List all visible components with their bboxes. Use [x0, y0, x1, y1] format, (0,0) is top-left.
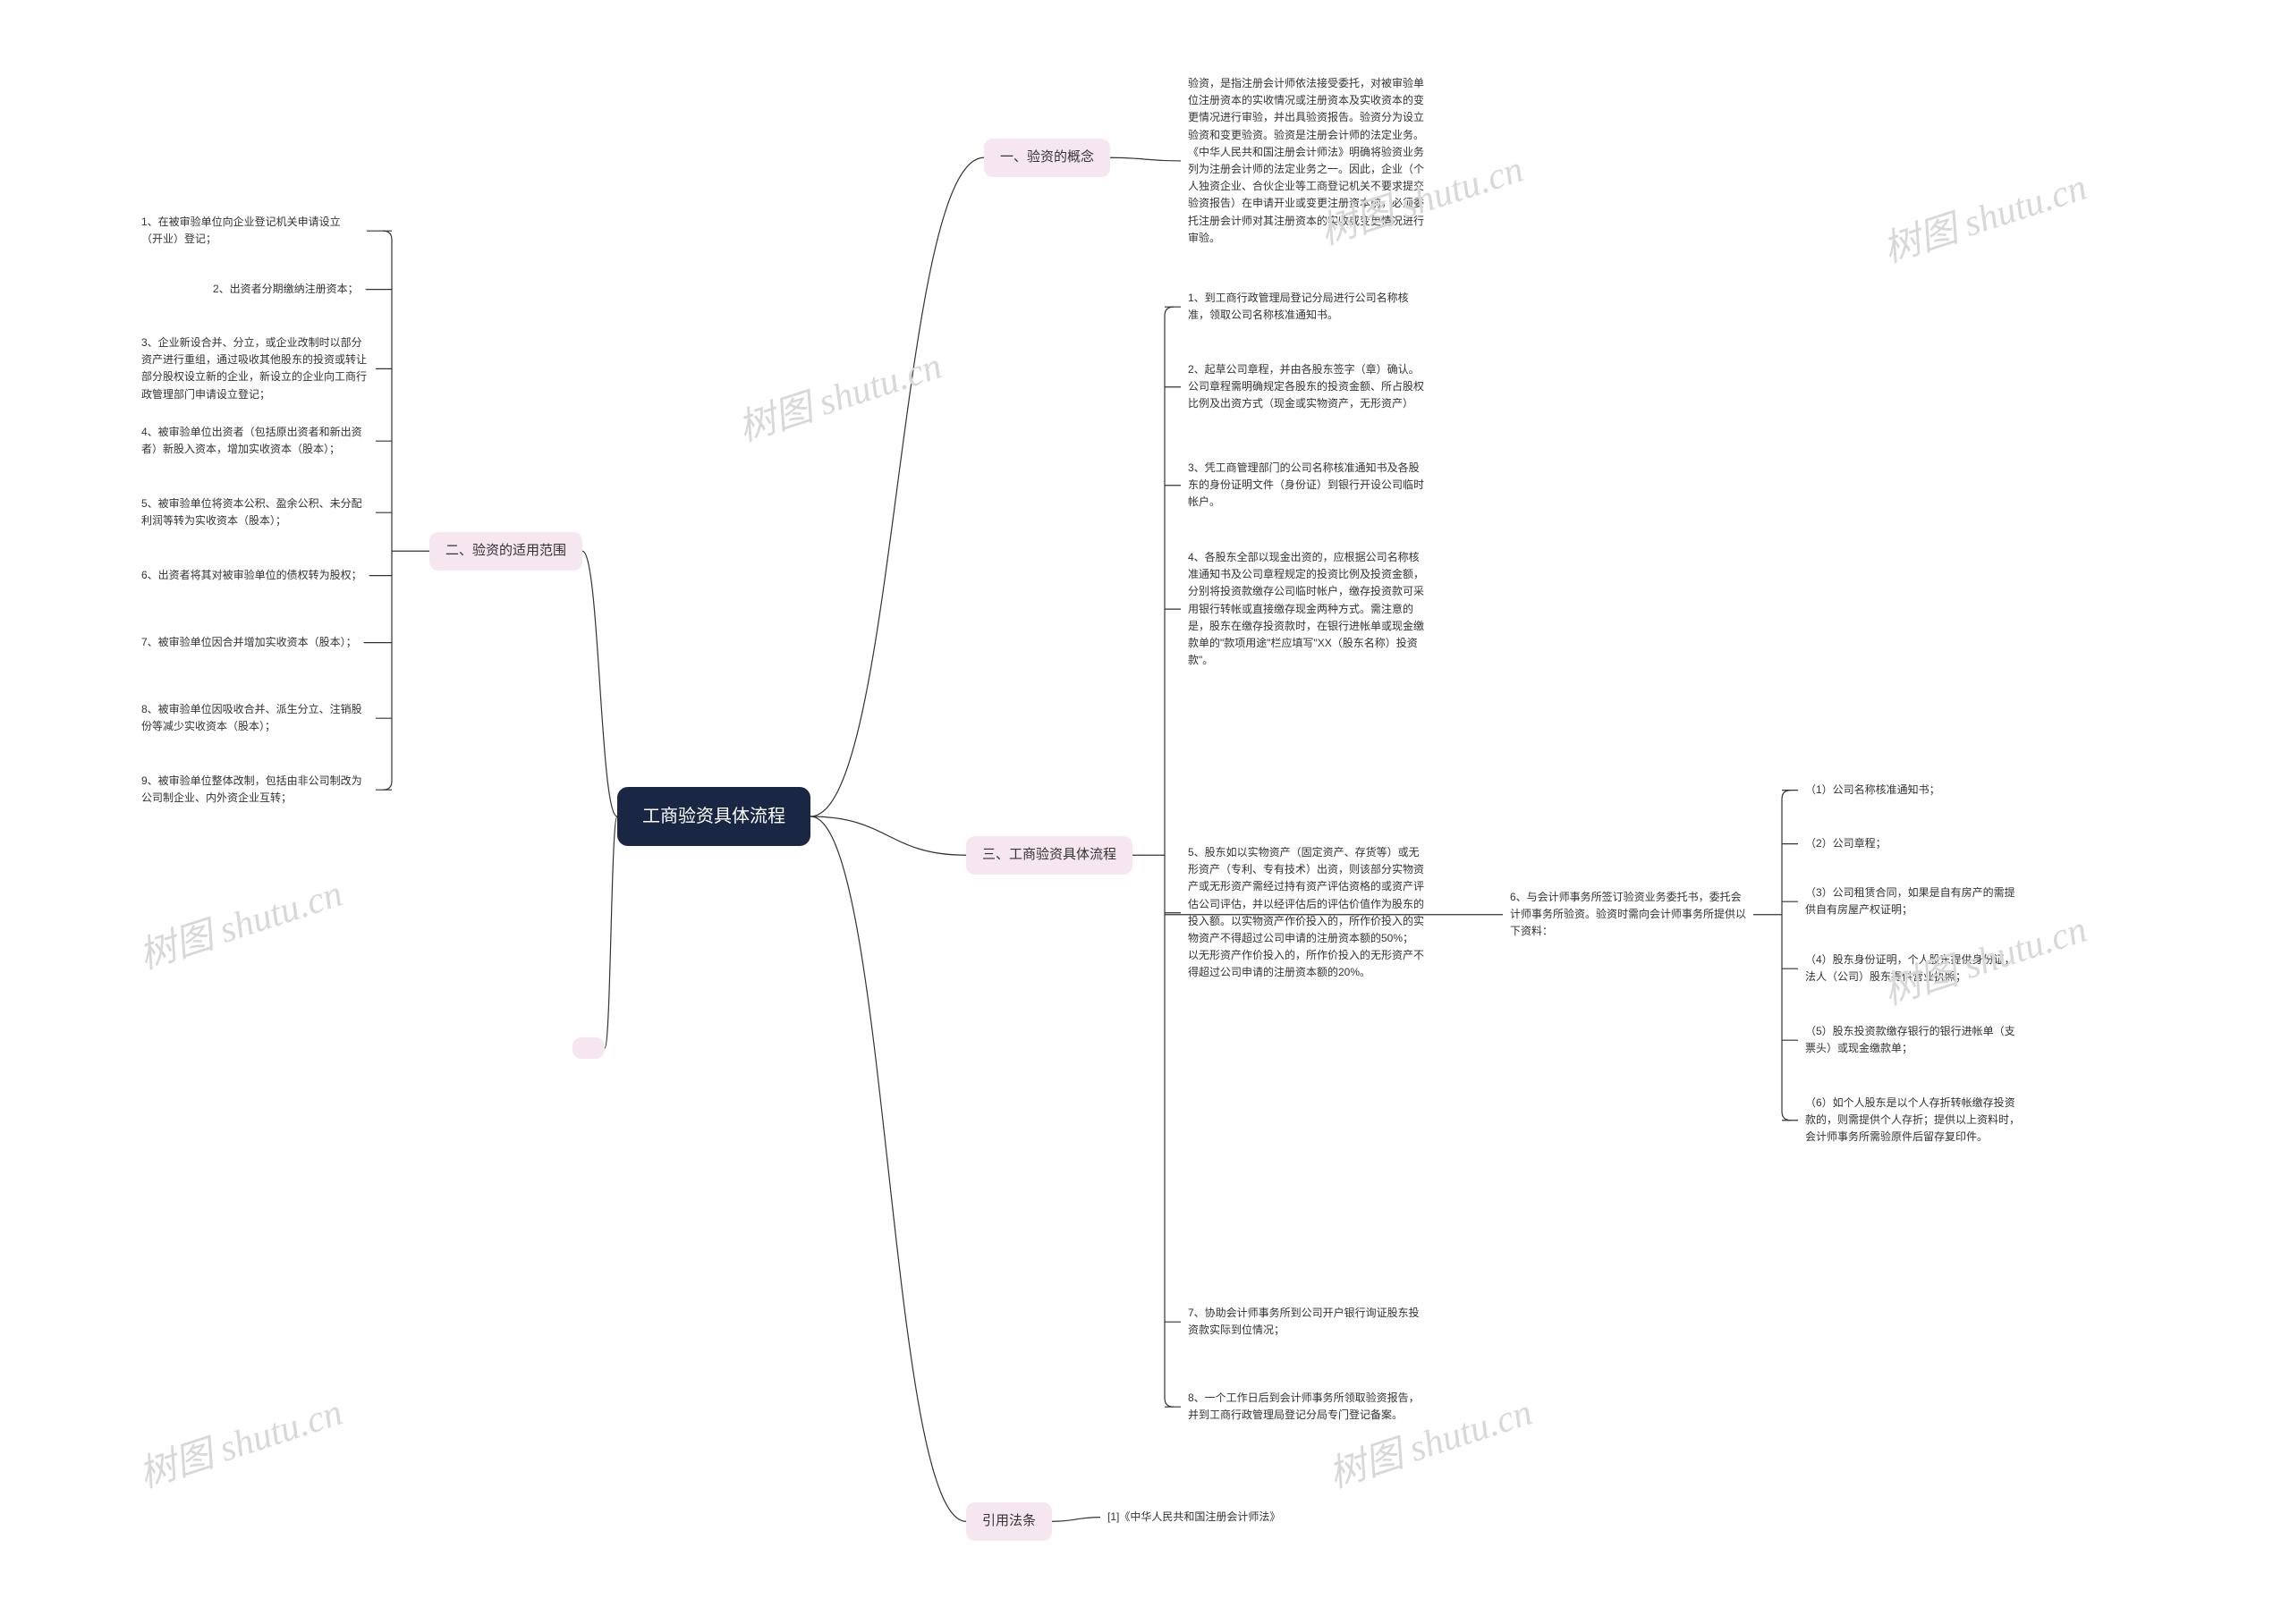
b3-child-leaf: （5）股东投资款缴存银行的银行进帐单（支票头）或现金缴款单； [1798, 1019, 2031, 1061]
branch-process[interactable]: 三、工商验资具体流程 [966, 836, 1132, 875]
b3-leaf: 7、协助会计师事务所到公司开户银行询证股东投资款实际到位情况； [1181, 1301, 1431, 1342]
b3-leaf: 2、起草公司章程，并由各股东签字（章）确认。公司章程需明确规定各股东的投资金额、… [1181, 358, 1431, 417]
branch-empty[interactable] [572, 1037, 605, 1059]
branch-law[interactable]: 引用法条 [966, 1502, 1052, 1541]
b3-leaf: 5、股东如以实物资产（固定资产、存货等）或无形资产（专利、专有技术）出资，则该部… [1181, 841, 1431, 985]
b3-child-leaf: （1）公司名称核准通知书； [1798, 778, 1947, 802]
b3-child-leaf: （4）股东身份证明，个人股东提供身份证，法人（公司）股东提供营业执照； [1798, 948, 2031, 989]
branch-concept[interactable]: 一、验资的概念 [984, 139, 1110, 177]
b3-leaf: 8、一个工作日后到会计师事务所领取验资报告，并到工商行政管理局登记分局专门登记备… [1181, 1386, 1431, 1427]
root-node[interactable]: 工商验资具体流程 [617, 787, 810, 846]
branch-scope[interactable]: 二、验资的适用范围 [429, 532, 582, 571]
watermark: 树图 shutu.cn [730, 335, 947, 453]
b2-leaf: 3、企业新设合并、分立，或企业改制时以部分资产进行重组，通过吸收其他股东的投资或… [134, 331, 376, 407]
watermark: 树图 shutu.cn [131, 1382, 348, 1499]
b2-leaf: 4、被审验单位出资者（包括原出资者和新出资者）新股入资本，增加实收资本（股本）； [134, 420, 376, 461]
b2-leaf: 9、被审验单位整体改制，包括由非公司制改为公司制企业、内外资企业互转； [134, 769, 376, 810]
b2-leaf: 5、被审验单位将资本公积、盈余公积、未分配利润等转为实收资本（股本）； [134, 492, 376, 533]
b2-leaf: 1、在被审验单位向企业登记机关申请设立（开业）登记； [134, 210, 367, 251]
b3-leaf: 6、与会计师事务所签订验资业务委托书，委托会计师事务所验资。验资时需向会计师事务… [1503, 885, 1753, 944]
b3-leaf: 1、到工商行政管理局登记分局进行公司名称核准，领取公司名称核准通知书。 [1181, 286, 1431, 327]
b3-child-leaf: （3）公司租赁合同，如果是自有房产的需提供自有房屋产权证明； [1798, 881, 2031, 922]
b2-leaf: 8、被审验单位因吸收合并、派生分立、注销股份等减少实收资本（股本）； [134, 698, 376, 739]
watermark: 树图 shutu.cn [1875, 156, 2092, 274]
b4-leaf: [1]《中华人民共和国注册会计师法》 [1100, 1505, 1287, 1529]
b2-leaf: 7、被审验单位因合并增加实收资本（股本）； [134, 630, 364, 655]
b2-leaf: 6、出资者将其对被审验单位的债权转为股权； [134, 563, 369, 588]
b1-leaf: 验资，是指注册会计师依法接受委托，对被审验单位注册资本的实收情况或注册资本及实收… [1181, 72, 1440, 250]
b3-child-leaf: （2）公司章程； [1798, 832, 1894, 856]
b3-child-leaf: （6）如个人股东是以个人存折转帐缴存投资款的，则需提供个人存折；提供以上资料时，… [1798, 1091, 2031, 1150]
b2-leaf: 2、出资者分期缴纳注册资本； [206, 277, 366, 301]
watermark: 树图 shutu.cn [131, 863, 348, 980]
b3-leaf: 4、各股东全部以现金出资的，应根据公司名称核准通知书及公司章程规定的投资比例及投… [1181, 546, 1431, 672]
b3-leaf: 3、凭工商管理部门的公司名称核准通知书及各股东的身份证明文件（身份证）到银行开设… [1181, 456, 1431, 515]
